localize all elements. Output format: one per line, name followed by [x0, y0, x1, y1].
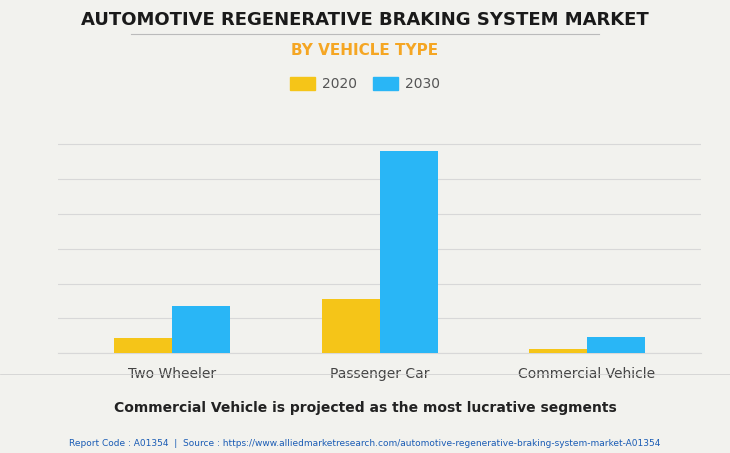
Bar [380, 151, 437, 353]
Legend: 2020, 2030: 2020, 2030 [290, 77, 440, 91]
Text: Commercial Vehicle is projected as the most lucrative segments: Commercial Vehicle is projected as the m… [114, 401, 616, 415]
Bar [322, 299, 380, 353]
Text: BY VEHICLE TYPE: BY VEHICLE TYPE [291, 43, 439, 58]
Bar [172, 306, 231, 353]
Bar [115, 337, 172, 353]
Bar [529, 349, 587, 353]
Bar [587, 337, 645, 353]
Text: Report Code : A01354  |  Source : https://www.alliedmarketresearch.com/automotiv: Report Code : A01354 | Source : https://… [69, 439, 661, 448]
Text: AUTOMOTIVE REGENERATIVE BRAKING SYSTEM MARKET: AUTOMOTIVE REGENERATIVE BRAKING SYSTEM M… [81, 11, 649, 29]
